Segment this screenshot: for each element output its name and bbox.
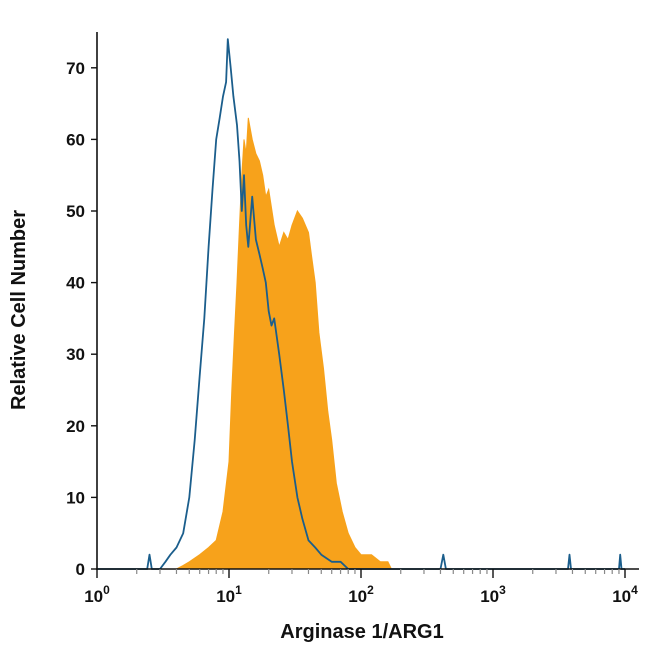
y-tick-label: 0 bbox=[76, 560, 85, 579]
y-tick-label: 40 bbox=[66, 274, 85, 293]
y-tick-label: 20 bbox=[66, 417, 85, 436]
x-tick-label: 101 bbox=[216, 583, 242, 606]
y-axis-title: Relative Cell Number bbox=[8, 210, 30, 410]
y-tick-label: 70 bbox=[66, 59, 85, 78]
plot-area bbox=[97, 38, 625, 570]
y-tick-label: 10 bbox=[66, 488, 85, 507]
x-tick-label: 104 bbox=[612, 583, 638, 606]
x-tick-label: 103 bbox=[480, 583, 506, 606]
filled-histogram-series bbox=[97, 117, 625, 570]
x-axis-title: Arginase 1/ARG1 bbox=[280, 621, 443, 643]
x-tick-label: 100 bbox=[84, 583, 110, 606]
y-tick-label: 60 bbox=[66, 130, 85, 149]
x-tick-label: 102 bbox=[348, 583, 374, 606]
y-tick-label: 50 bbox=[66, 202, 85, 221]
y-tick-label: 30 bbox=[66, 345, 85, 364]
outline-histogram-series bbox=[97, 38, 625, 570]
axes: 0 10 20 30 40 50 60 70 100 101 102 103 104 bbox=[66, 32, 639, 606]
